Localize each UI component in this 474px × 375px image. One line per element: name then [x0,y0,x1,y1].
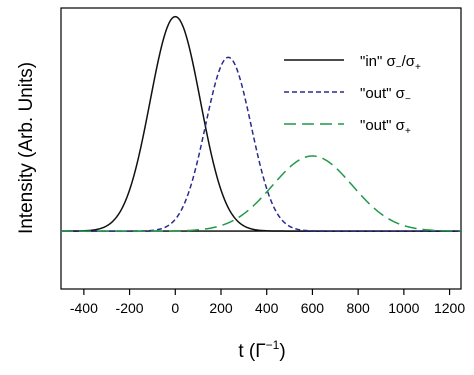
legend-label-in: "in" σ−/σ+ [360,53,421,73]
series-line-out-minus [61,56,461,232]
plot-frame [60,7,462,290]
x-tick-label: 400 [255,300,279,316]
x-axis-label-superscript: −1 [266,338,280,352]
x-tick-label: -200 [116,300,144,316]
x-axis-label-close: ) [279,341,285,362]
x-axis-label: t (Γ−1) [238,338,285,362]
series-line-out-plus [61,155,462,232]
x-tick-label: 200 [209,300,233,316]
x-tick-label: 600 [301,300,325,316]
x-tick-label: 800 [346,300,370,316]
x-axis-label-main: t (Γ [238,341,265,362]
x-tick-label: -400 [70,300,98,316]
x-axis-ticks: -400 -200 0 200 400 600 800 1000 1200 [70,289,465,316]
legend-label-out-minus: "out" σ− [360,85,411,105]
series-layer [61,15,462,232]
x-tick-label: 1000 [388,300,419,316]
legend: "in" σ−/σ+ "out" σ− "out" σ+ [284,53,421,137]
x-tick-label: 0 [171,300,179,316]
y-axis-label: Intensity (Arb. Units) [16,62,37,234]
x-tick-label: 1200 [434,300,465,316]
legend-label-out-plus: "out" σ+ [360,117,411,137]
